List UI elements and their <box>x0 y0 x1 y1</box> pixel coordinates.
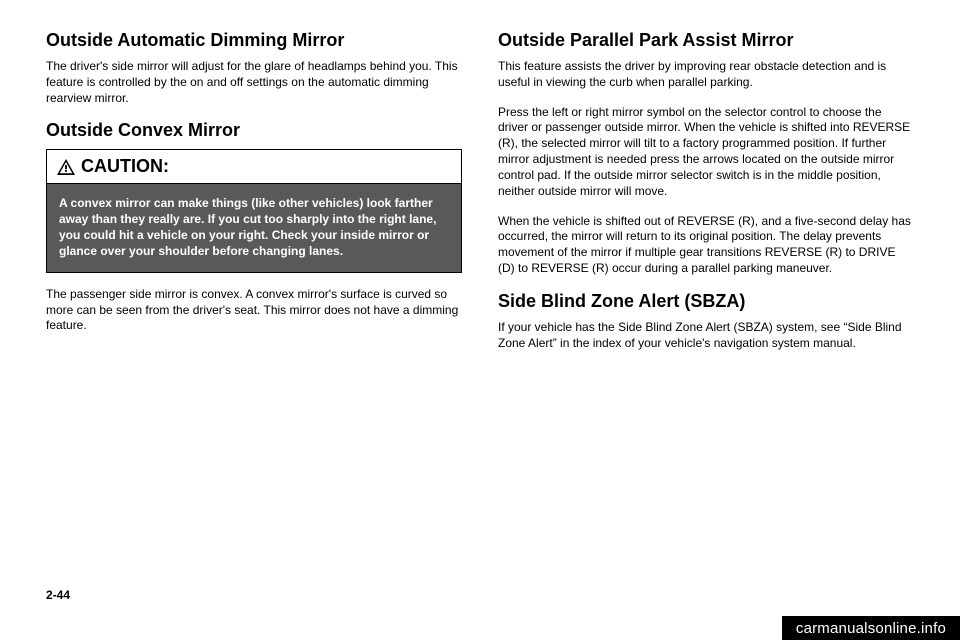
caution-header: CAUTION: <box>47 150 461 184</box>
watermark: carmanualsonline.info <box>782 616 960 640</box>
body-convex-after: The passenger side mirror is convex. A c… <box>46 287 462 334</box>
body-parallel-park-p2: Press the left or right mirror symbol on… <box>498 105 914 200</box>
page-number: 2-44 <box>46 588 70 602</box>
caution-body-text: A convex mirror can make things (like ot… <box>47 184 461 271</box>
left-column: Outside Automatic Dimming Mirror The dri… <box>46 30 462 580</box>
heading-sbza: Side Blind Zone Alert (SBZA) <box>498 291 914 312</box>
heading-outside-auto-dimming: Outside Automatic Dimming Mirror <box>46 30 462 51</box>
body-outside-auto-dimming: The driver's side mirror will adjust for… <box>46 59 462 106</box>
body-parallel-park-p3: When the vehicle is shifted out of REVER… <box>498 214 914 277</box>
caution-box: CAUTION: A convex mirror can make things… <box>46 149 462 272</box>
warning-triangle-icon <box>57 159 75 175</box>
caution-label: CAUTION: <box>81 156 169 177</box>
body-parallel-park-p1: This feature assists the driver by impro… <box>498 59 914 91</box>
heading-outside-convex: Outside Convex Mirror <box>46 120 462 141</box>
heading-parallel-park: Outside Parallel Park Assist Mirror <box>498 30 914 51</box>
right-column: Outside Parallel Park Assist Mirror This… <box>498 30 914 580</box>
page-content: Outside Automatic Dimming Mirror The dri… <box>0 0 960 590</box>
body-sbza: If your vehicle has the Side Blind Zone … <box>498 320 914 352</box>
